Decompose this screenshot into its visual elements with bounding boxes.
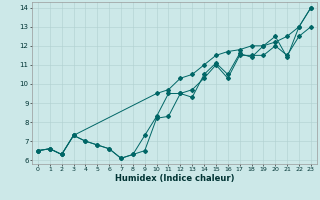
X-axis label: Humidex (Indice chaleur): Humidex (Indice chaleur) [115, 174, 234, 183]
